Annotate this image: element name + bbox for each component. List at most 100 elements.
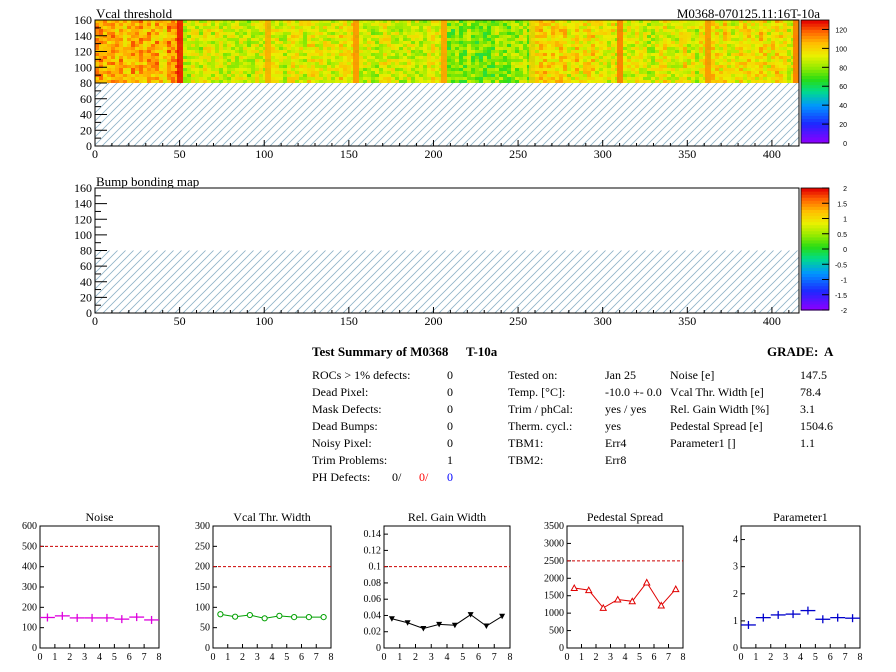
data-point (755, 613, 771, 622)
summary-left-row-label: ROCs > 1% defects: (312, 368, 411, 382)
y-tick-label: 20 (80, 123, 92, 137)
mini-frame (740, 525, 861, 649)
x-tick-label: 1 (52, 652, 57, 663)
x-tick-label: 250 (509, 314, 527, 328)
summary-middle-row-value: -10.0 +- 0.0 (605, 385, 662, 399)
data-point (800, 606, 816, 615)
summary-middle-row-value: Err8 (605, 453, 627, 467)
data-point (40, 613, 55, 622)
summary-middle-row-value: yes (605, 419, 621, 433)
summary-middle-row-label: Tested on: (508, 368, 558, 382)
summary-tag: T-10a (466, 344, 498, 359)
y-tick-label: 300 (22, 582, 37, 593)
data-point (467, 612, 474, 618)
x-tick-label: 8 (157, 652, 162, 663)
data-point (404, 620, 411, 626)
y-tick-label: 1 (733, 616, 738, 627)
palette-bar: 0 20 40 60 80 100 120 (800, 19, 847, 148)
x-tick-label: 0 (92, 314, 98, 328)
y-tick-label: 0 (733, 643, 738, 654)
mini-frame (39, 525, 160, 649)
y-tick-label: 4 (733, 535, 738, 546)
palette-tick-label: 40 (839, 103, 847, 110)
y-tick-label: 0 (86, 306, 92, 320)
x-tick-label: 5 (112, 652, 117, 663)
data-point (599, 603, 608, 611)
x-tick-label: 50 (174, 314, 186, 328)
y-tick-label: 2 (733, 589, 738, 600)
summary-right-row-label: Noise [e] (670, 368, 715, 382)
data-point (642, 578, 651, 586)
data-point (451, 622, 458, 629)
x-tick-label: 50 (174, 147, 186, 161)
x-tick-label: 200 (424, 314, 442, 328)
summary-right-row-label: Rel. Gain Width [%] (670, 402, 770, 416)
x-tick-label: 1 (753, 652, 758, 663)
mini-chart-2: Rel. Gain Width 0 0.02 0.04 0.06 0.08 0.1 0.12 0… (364, 510, 513, 663)
x-tick-label: 100 (255, 147, 273, 161)
y-tick-label: 200 (22, 602, 37, 613)
data-point (815, 615, 831, 624)
x-tick-label: 5 (460, 652, 465, 663)
y-tick-label: 0 (376, 643, 381, 654)
palette-tick-label: -0.5 (835, 262, 847, 269)
palette-tick-label: 0 (843, 247, 847, 254)
x-tick-label: 3 (608, 652, 613, 663)
summary-right-row-label: Parameter1 [] (670, 436, 736, 450)
data-point (671, 585, 680, 593)
data-point (114, 615, 130, 624)
palette-tick-label: 1.5 (837, 201, 847, 208)
ph-defects-value-1: 0/ (392, 470, 402, 484)
summary-middle-row-label: TBM1: (508, 436, 544, 450)
summary-left-row-value: 0 (447, 368, 453, 382)
summary-right-row-value: 147.5 (800, 368, 827, 382)
data-point (584, 586, 593, 594)
x-tick-label: 5 (813, 652, 818, 663)
data-point (628, 597, 637, 605)
x-tick-label: 1 (225, 652, 230, 663)
summary-right-row-value: 78.4 (800, 385, 821, 399)
x-tick-label: 300 (594, 147, 612, 161)
palette-tick-label: 0 (843, 141, 847, 148)
summary-middle-row-value: yes / yes (605, 402, 647, 416)
y-tick-label: 0.04 (364, 610, 382, 621)
y-tick-label: 0 (205, 643, 210, 654)
y-tick-label: 100 (74, 228, 92, 242)
y-tick-label: 3 (733, 562, 738, 573)
x-tick-label: 350 (678, 314, 696, 328)
summary-left-row-label: Trim Problems: (312, 453, 388, 467)
y-tick-label: 150 (195, 582, 210, 593)
palette-tick-label: -2 (841, 308, 847, 315)
unmounted-roc-hatch (95, 250, 799, 313)
palette-tick-label: 100 (835, 46, 847, 53)
y-tick-label: 0 (32, 643, 37, 654)
y-tick-label: 2000 (544, 573, 564, 584)
x-tick-label: 2 (594, 652, 599, 663)
y-tick-label: 60 (80, 259, 92, 273)
y-tick-label: 0 (86, 139, 92, 153)
mini-frame (383, 525, 511, 649)
data-point (261, 615, 268, 622)
x-tick-label: 4 (97, 652, 102, 663)
x-tick-label: 4 (445, 652, 450, 663)
y-tick-label: 1500 (544, 591, 564, 602)
data-point (144, 615, 159, 624)
x-tick-label: 7 (142, 652, 147, 663)
y-tick-label: 100 (195, 602, 210, 613)
mini-title: Vcal Thr. Width (233, 510, 310, 524)
summary-middle-row-label: Trim / phCal: (508, 402, 573, 416)
x-tick-label: 2 (240, 652, 245, 663)
summary-middle-row-label: TBM2: (508, 453, 544, 467)
palette-frame (800, 19, 830, 144)
data-point (69, 613, 85, 622)
y-tick-label: 0.14 (364, 529, 382, 540)
data-point (232, 613, 239, 620)
x-tick-label: 3 (255, 652, 260, 663)
summary-left-row-label: Noisy Pixel: (312, 436, 372, 450)
y-tick-label: 600 (22, 521, 37, 532)
x-tick-label: 2 (768, 652, 773, 663)
x-tick-label: 250 (509, 147, 527, 161)
